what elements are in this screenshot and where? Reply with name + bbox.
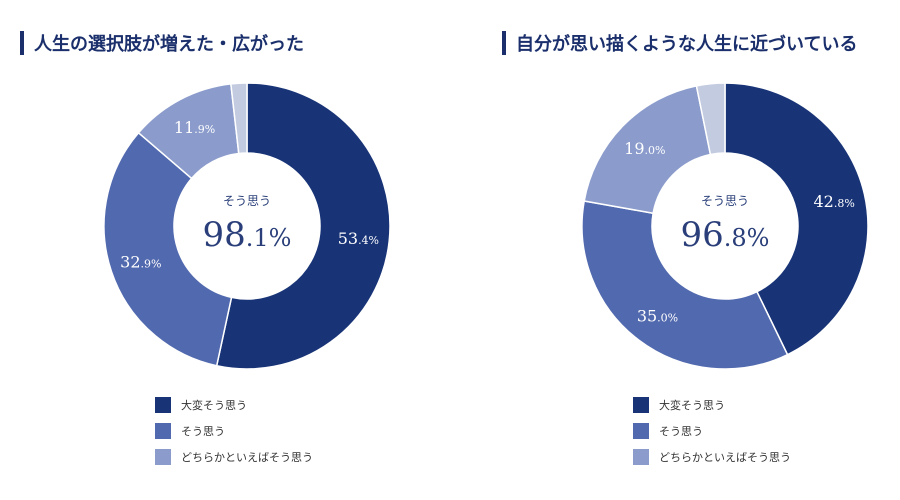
center-value: 96.8%: [681, 215, 770, 255]
slice-value-label: 42.8%: [813, 192, 854, 211]
chart-panel-1: 人生の選択肢が増えた・広がった 53.4% 32.9% 11.9% そう思う 98.1%…: [20, 30, 391, 474]
legend-item: そう思う: [633, 422, 791, 439]
legend-label: 大変そう思う: [659, 398, 725, 412]
center-value: 98.1%: [203, 215, 292, 255]
legend-item: そう思う: [155, 422, 313, 439]
legend-swatch: [155, 396, 171, 413]
legend-item: どちらかといえばそう思う: [633, 448, 791, 465]
legend-swatch: [633, 448, 649, 465]
slice-value-label: 35.0%: [637, 306, 678, 325]
center-label: そう思う: [701, 194, 749, 208]
slice-value-label: 53.4%: [338, 229, 379, 248]
slice-value-label: 19.0%: [624, 139, 665, 158]
legend-swatch: [633, 396, 649, 413]
legend: 大変そう思う そう思う どちらかといえばそう思う: [155, 396, 313, 474]
legend-swatch: [155, 422, 171, 439]
donut-hole: [174, 153, 320, 299]
chart-title: 人生の選択肢が増えた・広がった: [20, 30, 304, 56]
chart-title-text: 人生の選択肢が増えた・広がった: [34, 34, 304, 55]
legend-item: 大変そう思う: [633, 396, 791, 413]
chart-panel-2: 自分が思い描くような人生に近づいている 42.8% 35.0% 19.0% そう思う 9…: [450, 0, 900, 500]
legend-item: どちらかといえばそう思う: [155, 448, 313, 465]
legend-swatch: [633, 422, 649, 439]
legend-label: 大変そう思う: [181, 398, 247, 412]
legend-label: そう思う: [181, 424, 225, 438]
slice-value-label: 32.9%: [120, 253, 161, 272]
donut-chart-2: 42.8% 35.0% 19.0% そう思う 96.8%: [581, 82, 869, 370]
legend-label: どちらかといえばそう思う: [181, 450, 313, 464]
chart-title-text: 自分が思い描くような人生に近づいている: [516, 34, 858, 55]
legend-label: どちらかといえばそう思う: [659, 450, 791, 464]
title-accent-bar: [20, 31, 24, 55]
legend-swatch: [155, 448, 171, 465]
donut-hole: [652, 153, 798, 299]
legend-label: そう思う: [659, 424, 703, 438]
legend-item: 大変そう思う: [155, 396, 313, 413]
title-accent-bar: [502, 31, 506, 55]
legend: 大変そう思う そう思う どちらかといえばそう思う: [633, 396, 791, 474]
slice-value-label: 11.9%: [174, 118, 215, 137]
chart-title: 自分が思い描くような人生に近づいている: [502, 30, 857, 56]
center-label: そう思う: [223, 194, 271, 208]
donut-chart-1: 53.4% 32.9% 11.9% そう思う 98.1%: [103, 82, 391, 370]
